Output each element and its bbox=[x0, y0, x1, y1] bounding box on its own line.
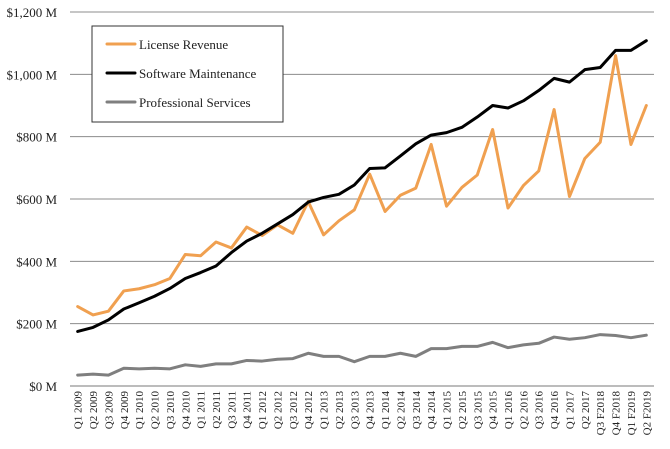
x-tick-label: Q3 2011 bbox=[226, 391, 238, 429]
x-tick-label: Q3 2016 bbox=[534, 391, 546, 430]
x-tick-label: Q3 2009 bbox=[103, 391, 115, 430]
legend: License Revenue Software Maintenance Profe… bbox=[91, 25, 284, 123]
x-tick-label: Q1 F2019 bbox=[626, 391, 638, 436]
x-tick-label: Q1 2012 bbox=[257, 391, 269, 429]
y-tick-label: $600 M bbox=[16, 192, 57, 207]
x-tick-label: Q2 2016 bbox=[518, 391, 530, 430]
series-line-license-revenue bbox=[76, 54, 648, 317]
x-tick-label: Q4 2015 bbox=[488, 391, 500, 430]
y-tick-label: $1,200 M bbox=[6, 5, 57, 20]
legend-label: Professional Services bbox=[139, 95, 251, 110]
x-tick-label: Q2 2013 bbox=[334, 391, 346, 430]
x-tick-label: Q4 2010 bbox=[180, 391, 192, 430]
x-tick-label: Q2 2014 bbox=[395, 391, 407, 430]
y-tick-label: $200 M bbox=[16, 317, 57, 332]
y-tick-label: $800 M bbox=[16, 130, 57, 145]
axes: $0 M $200 M $400 M $600 M $800 M $1,000 M $1,2… bbox=[6, 5, 654, 435]
x-tick-label: Q2 2012 bbox=[272, 391, 284, 429]
series-line-professional-services bbox=[76, 333, 648, 377]
legend-label: Software Maintenance bbox=[139, 66, 257, 81]
x-tick-label: Q4 2014 bbox=[426, 391, 438, 430]
x-tick-label: Q1 2014 bbox=[380, 391, 392, 430]
x-tick-label: Q4 2012 bbox=[303, 391, 315, 429]
x-tick-label: Q4 2013 bbox=[365, 391, 377, 430]
y-tick-label: $1,000 M bbox=[6, 67, 57, 82]
y-tick-label: $0 M bbox=[29, 379, 57, 394]
x-tick-label: Q4 2016 bbox=[549, 391, 561, 430]
legend-label: License Revenue bbox=[139, 37, 228, 52]
x-tick-label: Q4 2009 bbox=[119, 391, 131, 430]
series-line-software-maintenance bbox=[76, 39, 648, 333]
x-tick-label: Q3 F2018 bbox=[595, 391, 607, 436]
y-tick-label: $400 M bbox=[16, 254, 57, 269]
x-tick-label: Q1 2016 bbox=[503, 391, 515, 430]
x-tick-label: Q3 2012 bbox=[288, 391, 300, 429]
x-tick-label: Q1 2017 bbox=[564, 391, 576, 430]
x-tick-label: Q1 2015 bbox=[442, 391, 454, 430]
x-tick-label: Q3 2015 bbox=[472, 391, 484, 430]
x-tick-label: Q2 2009 bbox=[88, 391, 100, 430]
x-tick-label: Q4 2011 bbox=[242, 391, 254, 429]
x-tick-label: Q2 2011 bbox=[211, 391, 223, 429]
x-tick-label: Q2 F2019 bbox=[641, 391, 653, 436]
x-tick-label: Q1 2011 bbox=[196, 391, 208, 429]
x-tick-label: Q1 2009 bbox=[73, 391, 85, 430]
series-lines bbox=[76, 39, 648, 377]
x-tick-label: Q3 2014 bbox=[411, 391, 423, 430]
x-tick-label: Q2 2015 bbox=[457, 391, 469, 430]
x-tick-label: Q4 F2018 bbox=[611, 391, 623, 436]
x-tick-label: Q2 2017 bbox=[580, 391, 592, 430]
x-tick-label: Q2 2010 bbox=[150, 391, 162, 430]
x-tick-label: Q3 2010 bbox=[165, 391, 177, 430]
x-tick-label: Q1 2010 bbox=[134, 391, 146, 430]
x-tick-label: Q3 2013 bbox=[349, 391, 361, 430]
x-tick-label: Q1 2013 bbox=[319, 391, 331, 430]
